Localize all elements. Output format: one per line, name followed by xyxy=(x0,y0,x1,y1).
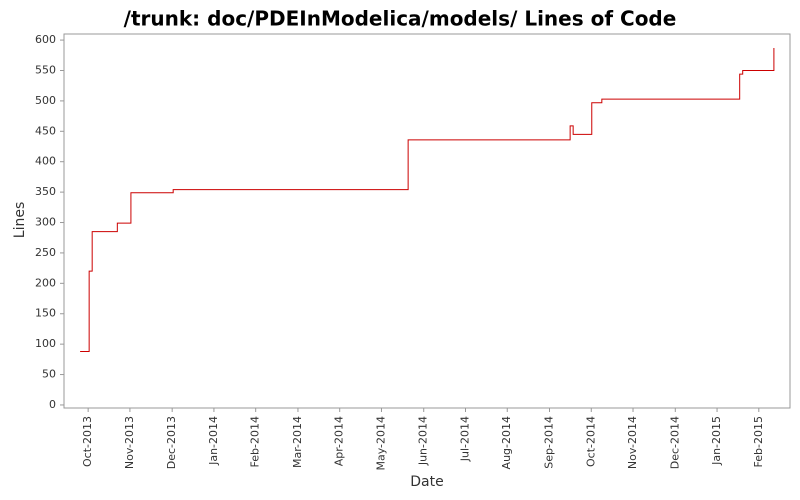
x-tick-label: Dec-2014 xyxy=(668,416,681,469)
x-tick-label: Nov-2013 xyxy=(123,416,136,469)
y-tick-label: 450 xyxy=(35,124,56,137)
y-tick-label: 50 xyxy=(42,368,56,381)
y-tick-label: 350 xyxy=(35,185,56,198)
x-tick-label: Mar-2014 xyxy=(291,416,304,468)
y-tick-label: 100 xyxy=(35,337,56,350)
x-tick-label: Jan-2014 xyxy=(207,416,220,466)
y-tick-label: 0 xyxy=(49,398,56,411)
line xyxy=(80,47,775,352)
y-tick-label: 300 xyxy=(35,216,56,229)
x-tick-label: Dec-2013 xyxy=(165,416,178,469)
x-axis-label: Date xyxy=(410,474,443,490)
chart-title: /trunk: doc/PDEInModelica/models/ Lines … xyxy=(124,7,677,31)
x-tick-label: Jul-2014 xyxy=(458,416,471,462)
x-tick-label: Jun-2014 xyxy=(417,416,430,466)
y-tick-label: 500 xyxy=(35,94,56,107)
x-tick-label: Sep-2014 xyxy=(543,416,556,469)
y-axis-label: Lines xyxy=(12,202,28,238)
x-tick-label: Feb-2015 xyxy=(752,416,765,467)
y-tick-label: 200 xyxy=(35,276,56,289)
y-tick-label: 150 xyxy=(35,307,56,320)
x-tick-label: Nov-2014 xyxy=(626,416,639,469)
y-tick-label: 550 xyxy=(35,63,56,76)
x-tick-label: Jan-2015 xyxy=(710,416,723,466)
y-tick-label: 250 xyxy=(35,246,56,259)
y-tick-label: 400 xyxy=(35,155,56,168)
y-tick-label: 600 xyxy=(35,33,56,46)
x-tick-label: Feb-2014 xyxy=(249,416,262,467)
x-tick-label: May-2014 xyxy=(374,416,387,471)
plot-area xyxy=(63,33,791,409)
x-tick-label: Aug-2014 xyxy=(500,416,513,469)
x-tick-label: Oct-2014 xyxy=(584,416,597,467)
x-tick-label: Apr-2014 xyxy=(333,416,346,466)
x-tick-label: Oct-2013 xyxy=(81,416,94,467)
